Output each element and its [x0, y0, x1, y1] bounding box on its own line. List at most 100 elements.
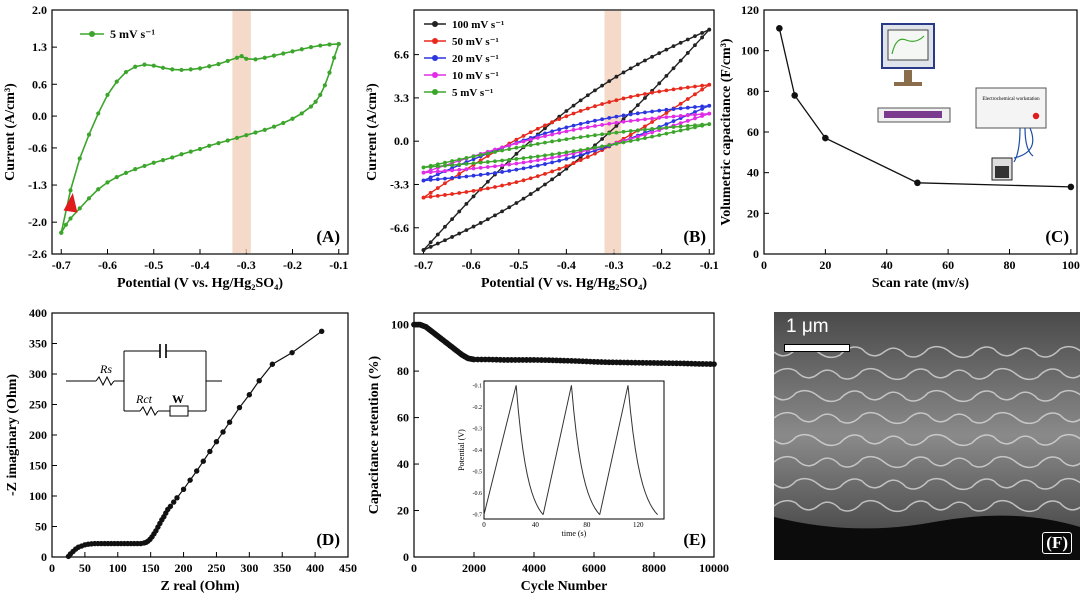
cv-point — [450, 163, 454, 168]
cv-point — [657, 51, 662, 56]
x-tick-label: 8000 — [642, 561, 666, 575]
legend-label: 100 mV s⁻¹ — [452, 19, 504, 31]
cv-point — [628, 118, 633, 123]
cv-point — [443, 169, 447, 173]
panel-label: (D) — [316, 530, 340, 549]
cv-point — [650, 90, 654, 95]
y-tick-label: 100 — [391, 318, 409, 332]
sem-image-panel: 1 μm (F) — [774, 312, 1080, 560]
cv-point — [671, 87, 676, 92]
cv-point — [685, 97, 690, 101]
cv-curve-upper — [60, 43, 339, 233]
cv-point — [643, 127, 647, 132]
cv-point — [607, 79, 612, 83]
w-label: W — [172, 392, 184, 406]
x-tick-label: 80 — [1003, 258, 1015, 272]
x-tick-label: 400 — [306, 561, 324, 575]
plot-frame — [51, 312, 349, 558]
cv-point — [614, 141, 619, 146]
x-tick-label: -0.6 — [462, 258, 481, 272]
cv-point — [550, 139, 554, 144]
cv-point — [493, 164, 497, 169]
cv-point — [550, 160, 554, 165]
y-tick-label: 0.0 — [32, 109, 47, 123]
x-axis-label: Z real (Ohm) — [160, 579, 239, 594]
cv-point — [493, 150, 497, 154]
cv-point — [428, 194, 433, 199]
cv-point — [678, 106, 683, 111]
cv-point — [693, 34, 697, 39]
panel-d: 0 50 100 150 200 250 300 350 400 450 0 50 100 150 200 2… — [5, 306, 357, 594]
cv-point — [493, 185, 497, 189]
y-tick-label: -2.6 — [28, 247, 47, 261]
legend-marker — [432, 55, 438, 61]
cv-point — [457, 231, 462, 236]
cv-point — [471, 173, 476, 178]
cv-point — [550, 132, 554, 137]
cv-point — [700, 35, 704, 40]
cv-point — [514, 180, 519, 185]
y-axis-label: Current (A/cm³) — [365, 83, 380, 181]
sem-flake-ridge — [774, 433, 1080, 447]
cv-point — [564, 153, 569, 157]
cv-point — [262, 55, 267, 60]
cv-point — [671, 119, 676, 124]
cv-point — [635, 62, 640, 67]
cv-point — [635, 111, 640, 116]
cv-point — [671, 114, 676, 119]
cv-point — [593, 118, 597, 123]
cv-point — [593, 145, 597, 150]
cv-point — [216, 62, 221, 67]
cv-point — [535, 187, 540, 192]
cv-point — [607, 143, 612, 148]
cv-point — [471, 154, 476, 159]
monitor-stand — [904, 70, 912, 84]
x-tick-label: 0 — [761, 258, 767, 272]
cv-point — [188, 149, 193, 154]
cv-point — [593, 88, 597, 93]
cv-point — [650, 120, 654, 124]
rs-label: Rs — [99, 362, 112, 376]
cv-point — [664, 125, 669, 130]
cv-point — [435, 232, 440, 237]
cv-point — [585, 93, 590, 98]
cv-point — [543, 134, 547, 138]
cv-point — [188, 67, 193, 72]
cv-point — [500, 209, 504, 214]
cv-point — [281, 51, 286, 56]
cell-electrolyte — [995, 166, 1009, 178]
cv-point — [650, 134, 654, 139]
x-tick-label: 0 — [411, 561, 417, 575]
capacitance-point — [1067, 183, 1075, 191]
sem-flake-ridge — [774, 411, 1080, 425]
cv-point — [564, 114, 569, 119]
cv-point — [521, 178, 526, 183]
cv-point — [585, 134, 590, 139]
cv-point — [685, 51, 690, 55]
x-tick-label: 200 — [175, 561, 193, 575]
y-tick-label: 60 — [397, 411, 409, 425]
cv-point — [471, 166, 476, 171]
y-tick-label: -6.6 — [390, 221, 409, 235]
cv-point — [550, 155, 554, 160]
cv-point — [707, 111, 712, 116]
nyquist-point — [213, 439, 220, 445]
x-tick-label: -0.5 — [144, 258, 163, 272]
cv-point — [628, 132, 633, 137]
x-axis-label: Potential (V vs. Hg/Hg₂SO₄) — [117, 276, 283, 291]
cv-point — [535, 158, 540, 163]
cv-point — [621, 119, 626, 124]
inset-y-tick-label: -0.6 — [473, 491, 483, 497]
cv-point — [621, 117, 626, 122]
cv-point — [557, 130, 562, 135]
cv-point — [421, 248, 426, 252]
cv-point — [650, 109, 654, 114]
cv-point — [535, 141, 540, 146]
cv-point — [643, 124, 647, 129]
x-tick-label: -0.2 — [652, 258, 671, 272]
cv-point — [685, 123, 690, 128]
cv-point — [693, 105, 697, 109]
y-tick-label: 0.6 — [32, 77, 47, 91]
cv-point — [643, 96, 647, 100]
cv-point — [685, 118, 690, 123]
